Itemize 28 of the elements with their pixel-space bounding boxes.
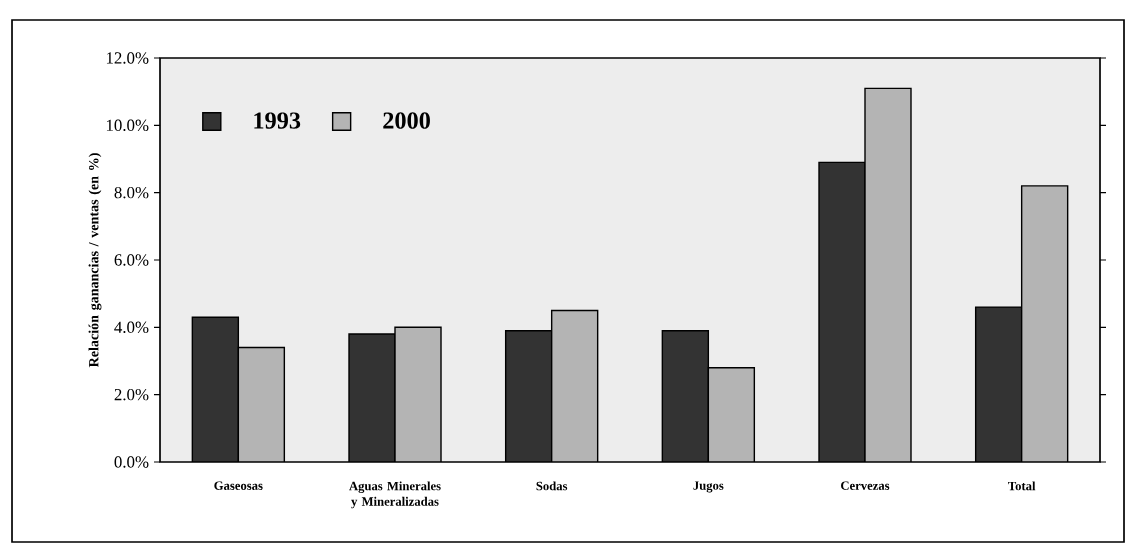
bar (550, 309, 599, 462)
bar (237, 346, 286, 462)
bar (348, 333, 396, 462)
bar (707, 367, 756, 462)
legend-label: 1993 (254, 112, 301, 129)
x-tick-label: Gaseosas (214, 481, 263, 490)
x-tick-label: Jugos (693, 481, 724, 493)
y-axis-title: Relación ganancias / ventas (en %) (88, 153, 102, 368)
bar (394, 326, 442, 462)
y-tick-label: 2.0% (114, 388, 149, 401)
bar (818, 161, 866, 462)
y-tick-label: 0.0% (114, 456, 149, 468)
x-tick-label: Sodas (536, 481, 568, 491)
y-tick-label: 10.0% (106, 119, 149, 132)
y-tick-label: 8.0% (114, 186, 149, 199)
x-tick-label: Total (1008, 481, 1036, 491)
x-tick-label: Cervezas (841, 481, 890, 490)
legend-label: 2000 (383, 112, 430, 129)
bar (191, 316, 240, 462)
x-tick-label: Aguas Minerales y Mineralizadas (349, 481, 441, 509)
bar (1020, 185, 1069, 462)
bar (864, 87, 912, 462)
bar (661, 329, 710, 462)
y-tick-label: 6.0% (114, 254, 149, 266)
y-tick-label: 12.0% (106, 52, 149, 64)
y-tick-label: 4.0% (114, 321, 149, 334)
bar (504, 329, 553, 462)
bar (974, 306, 1023, 462)
